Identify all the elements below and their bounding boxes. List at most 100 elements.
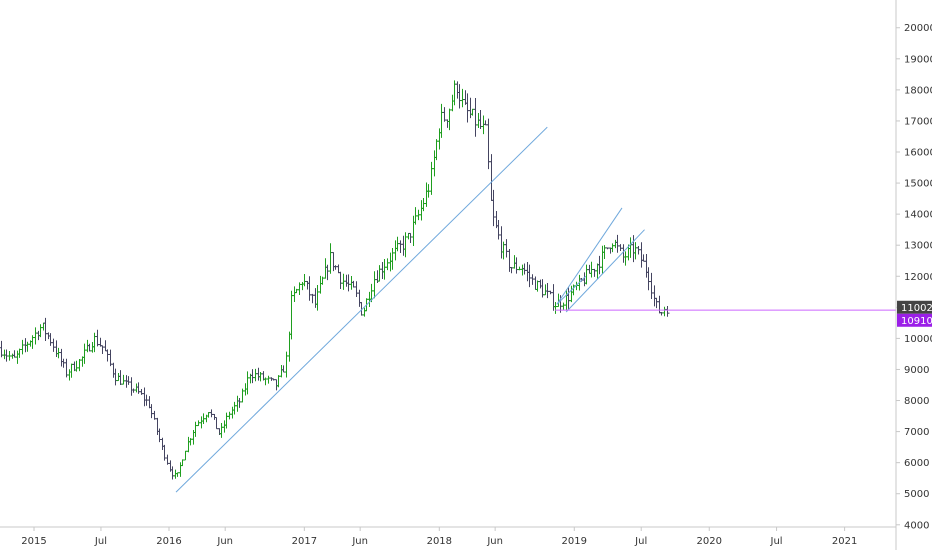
ohlc-bar-248 <box>641 254 646 262</box>
x-tick-label: 2018 <box>427 536 452 547</box>
ohlc-bar-203 <box>525 261 530 282</box>
ohlc-bar-19 <box>48 333 53 346</box>
y-tick-label: 16000 <box>904 148 932 159</box>
ohlc-bar-166 <box>429 161 434 195</box>
ohlc-bar-206 <box>533 276 538 290</box>
ohlc-bar-36 <box>92 332 97 353</box>
ohlc-bar-26 <box>67 369 72 381</box>
ohlc-bar-148 <box>382 258 387 280</box>
ohlc-bar-254 <box>657 295 662 314</box>
y-tick-label: 5000 <box>904 489 929 500</box>
ohlc-bar-32 <box>82 343 87 364</box>
ohlc-bar-144 <box>372 271 377 299</box>
ohlc-bar-81 <box>209 409 214 418</box>
ohlc-bar-57 <box>147 396 152 409</box>
trendline-1[interactable] <box>556 207 623 305</box>
x-tick-label: Jun <box>216 536 233 547</box>
ohlc-bar-87 <box>224 412 229 429</box>
ohlc-bar-130 <box>336 264 341 274</box>
ohlc-bar-147 <box>380 261 385 280</box>
ohlc-bar-208 <box>538 279 543 289</box>
ohlc-bar-217 <box>561 302 566 310</box>
y-tick-label: 12000 <box>904 272 932 283</box>
x-tick-label: 2021 <box>832 536 857 547</box>
ohlc-bar-13 <box>33 327 38 345</box>
trendlines <box>175 126 645 493</box>
ohlc-bar-163 <box>421 197 426 212</box>
ohlc-bar-154 <box>398 240 403 253</box>
ohlc-bar-183 <box>473 98 478 137</box>
ohlc-bar-88 <box>227 411 232 420</box>
y-tick-label: 18000 <box>904 85 932 96</box>
ohlc-bar-127 <box>328 243 333 274</box>
x-axis-ticks: 2015 Jul 2016 Jun 2017 Jun 2018 Jun 2019 Jul 2020 J… <box>21 527 857 547</box>
y-tick-label: 13000 <box>904 241 932 252</box>
ohlc-bar-10 <box>25 341 30 352</box>
y-tick-label: 17000 <box>904 116 932 127</box>
ohlc-bar-241 <box>623 251 628 266</box>
ohlc-bar-204 <box>527 264 532 288</box>
ohlc-bar-249 <box>644 254 649 278</box>
y-tick-label: 6000 <box>904 458 929 469</box>
ohlc-bar-171 <box>442 107 447 122</box>
ohlc-bar-192 <box>496 219 501 240</box>
ohlc-bar-86 <box>222 420 227 433</box>
ohlc-bar-23 <box>59 348 64 367</box>
ohlc-bar-60 <box>155 417 160 435</box>
ohlc-bar-237 <box>613 239 618 249</box>
ohlc-bar-121 <box>313 288 318 308</box>
ohlc-bar-106 <box>274 379 279 391</box>
ohlc-bar-42 <box>108 349 113 367</box>
ohlc-bar-230 <box>595 263 600 279</box>
ohlc-bar-128 <box>331 252 336 272</box>
ohlc-bar-66 <box>170 466 175 480</box>
ohlc-bar-250 <box>646 267 651 291</box>
ohlc-bar-231 <box>597 255 602 275</box>
ohlc-bar-157 <box>406 232 411 240</box>
ohlc-bar-181 <box>468 97 473 119</box>
ohlc-bar-169 <box>437 128 442 150</box>
ohlc-bar-31 <box>80 356 85 367</box>
price-tags: 11002 10910 <box>897 300 932 327</box>
ohlc-bar-52 <box>134 383 139 393</box>
ohlc-bar-90 <box>232 401 237 415</box>
trendline-2[interactable] <box>565 229 645 313</box>
ohlc-bar-51 <box>131 388 136 393</box>
svg-text:11002: 11002 <box>901 303 932 314</box>
ohlc-bar-182 <box>470 108 475 116</box>
x-tick-label: Jul <box>634 536 647 547</box>
y-tick-label: 7000 <box>904 427 929 438</box>
ohlc-bar-1 <box>2 349 7 360</box>
y-axis-ticks: 4000500060007000800090001000011000120001… <box>896 23 932 531</box>
ohlc-bar-138 <box>357 289 362 307</box>
ohlc-bar-158 <box>408 232 413 244</box>
ohlc-bar-126 <box>325 264 330 281</box>
ohlc-bar-41 <box>105 349 110 362</box>
ohlc-bar-232 <box>600 245 605 274</box>
ohlc-bar-58 <box>149 404 154 419</box>
ohlc-bar-131 <box>338 271 343 290</box>
x-tick-label: Jul <box>94 536 107 547</box>
ohlc-bar-5 <box>12 350 17 358</box>
ohlc-bar-177 <box>457 84 462 109</box>
ohlc-bar-77 <box>199 416 204 429</box>
ohlc-bar-239 <box>618 244 623 252</box>
ohlc-bar-189 <box>489 154 494 201</box>
ohlc-bar-68 <box>175 472 180 477</box>
ohlc-bar-20 <box>51 338 56 352</box>
ohlc-bar-170 <box>439 103 444 138</box>
ohlc-bar-252 <box>652 285 657 307</box>
ohlc-bar-16 <box>41 322 46 331</box>
ohlc-bar-95 <box>245 371 250 395</box>
x-tick-label: 2016 <box>156 536 181 547</box>
ohlc-bar-82 <box>212 413 217 420</box>
trendline-3[interactable] <box>556 275 587 305</box>
ohlc-bar-257 <box>665 306 670 317</box>
ohlc-bar-61 <box>157 428 162 443</box>
trendline-0[interactable] <box>175 126 548 493</box>
last-price-tag: 11002 <box>897 300 932 314</box>
ohlc-bar-47 <box>121 374 126 385</box>
ohlc-bar-238 <box>615 234 620 253</box>
